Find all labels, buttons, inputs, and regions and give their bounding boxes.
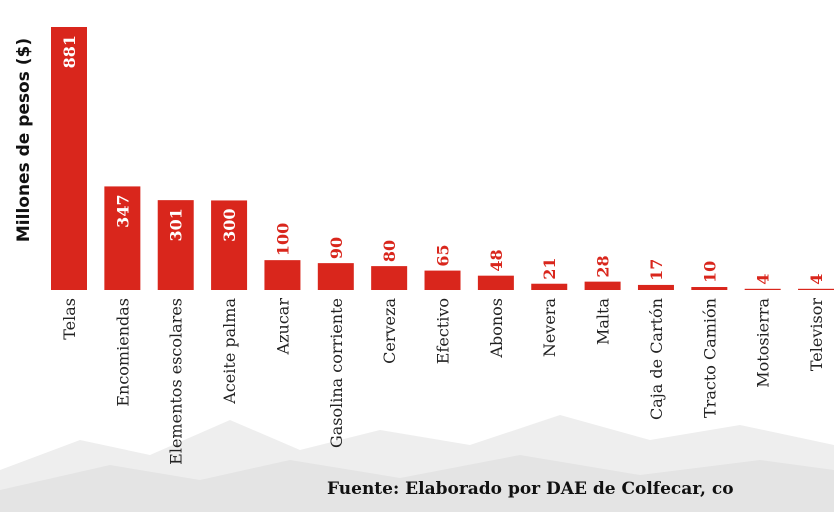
bar — [157, 200, 194, 290]
value-label: 881 — [60, 35, 79, 68]
x-tick-label: Azucar — [273, 298, 292, 356]
bar — [104, 186, 141, 290]
bar — [798, 288, 834, 290]
x-tick-label: Cerveza — [380, 298, 399, 364]
x-tick-label: Tracto Camión — [700, 298, 719, 418]
bar — [51, 27, 87, 290]
value-label: 80 — [380, 240, 399, 262]
x-tick-label: Motosierra — [754, 298, 773, 388]
x-tick-label: Nevera — [540, 298, 559, 358]
bar — [584, 281, 621, 290]
value-label: 347 — [113, 194, 132, 227]
value-label: 65 — [434, 244, 453, 266]
value-label: 4 — [807, 274, 826, 285]
value-label: 28 — [594, 255, 613, 277]
x-tick-label: Caja de Cartón — [647, 298, 666, 420]
x-tick-label: Malta — [594, 298, 613, 345]
value-label: 10 — [700, 261, 719, 283]
x-tick-label: Telas — [60, 298, 79, 340]
x-tick-label: Encomiendas — [113, 298, 132, 407]
background-mountains — [0, 415, 834, 512]
y-axis-label: Millones de pesos ($) — [14, 38, 34, 242]
x-tick-label: Efectivo — [434, 298, 453, 364]
bar — [744, 288, 781, 290]
bar — [371, 266, 408, 290]
bar — [424, 270, 461, 290]
value-label: 100 — [273, 223, 292, 256]
value-label: 301 — [167, 208, 186, 241]
bar — [637, 284, 674, 290]
bar — [531, 283, 568, 290]
value-label: 48 — [487, 249, 506, 271]
value-label: 21 — [540, 257, 559, 279]
bar — [691, 287, 728, 290]
bar — [211, 200, 248, 290]
bar — [317, 263, 354, 290]
x-tick-label: Abonos — [487, 298, 506, 359]
source-note: Fuente: Elaborado por DAE de Colfecar, c… — [327, 479, 734, 499]
value-label: 4 — [754, 274, 773, 285]
value-label: 90 — [327, 237, 346, 259]
x-tick-label: Gasolina corriente — [327, 298, 346, 448]
bar — [477, 275, 514, 290]
value-label: 17 — [647, 259, 666, 281]
value-label: 300 — [220, 208, 239, 241]
x-tick-label: Televisor — [807, 298, 826, 371]
x-tick-label: Aceite palma — [220, 298, 239, 405]
x-tick-label: Elementos escolares — [167, 298, 186, 465]
bar — [264, 260, 301, 290]
